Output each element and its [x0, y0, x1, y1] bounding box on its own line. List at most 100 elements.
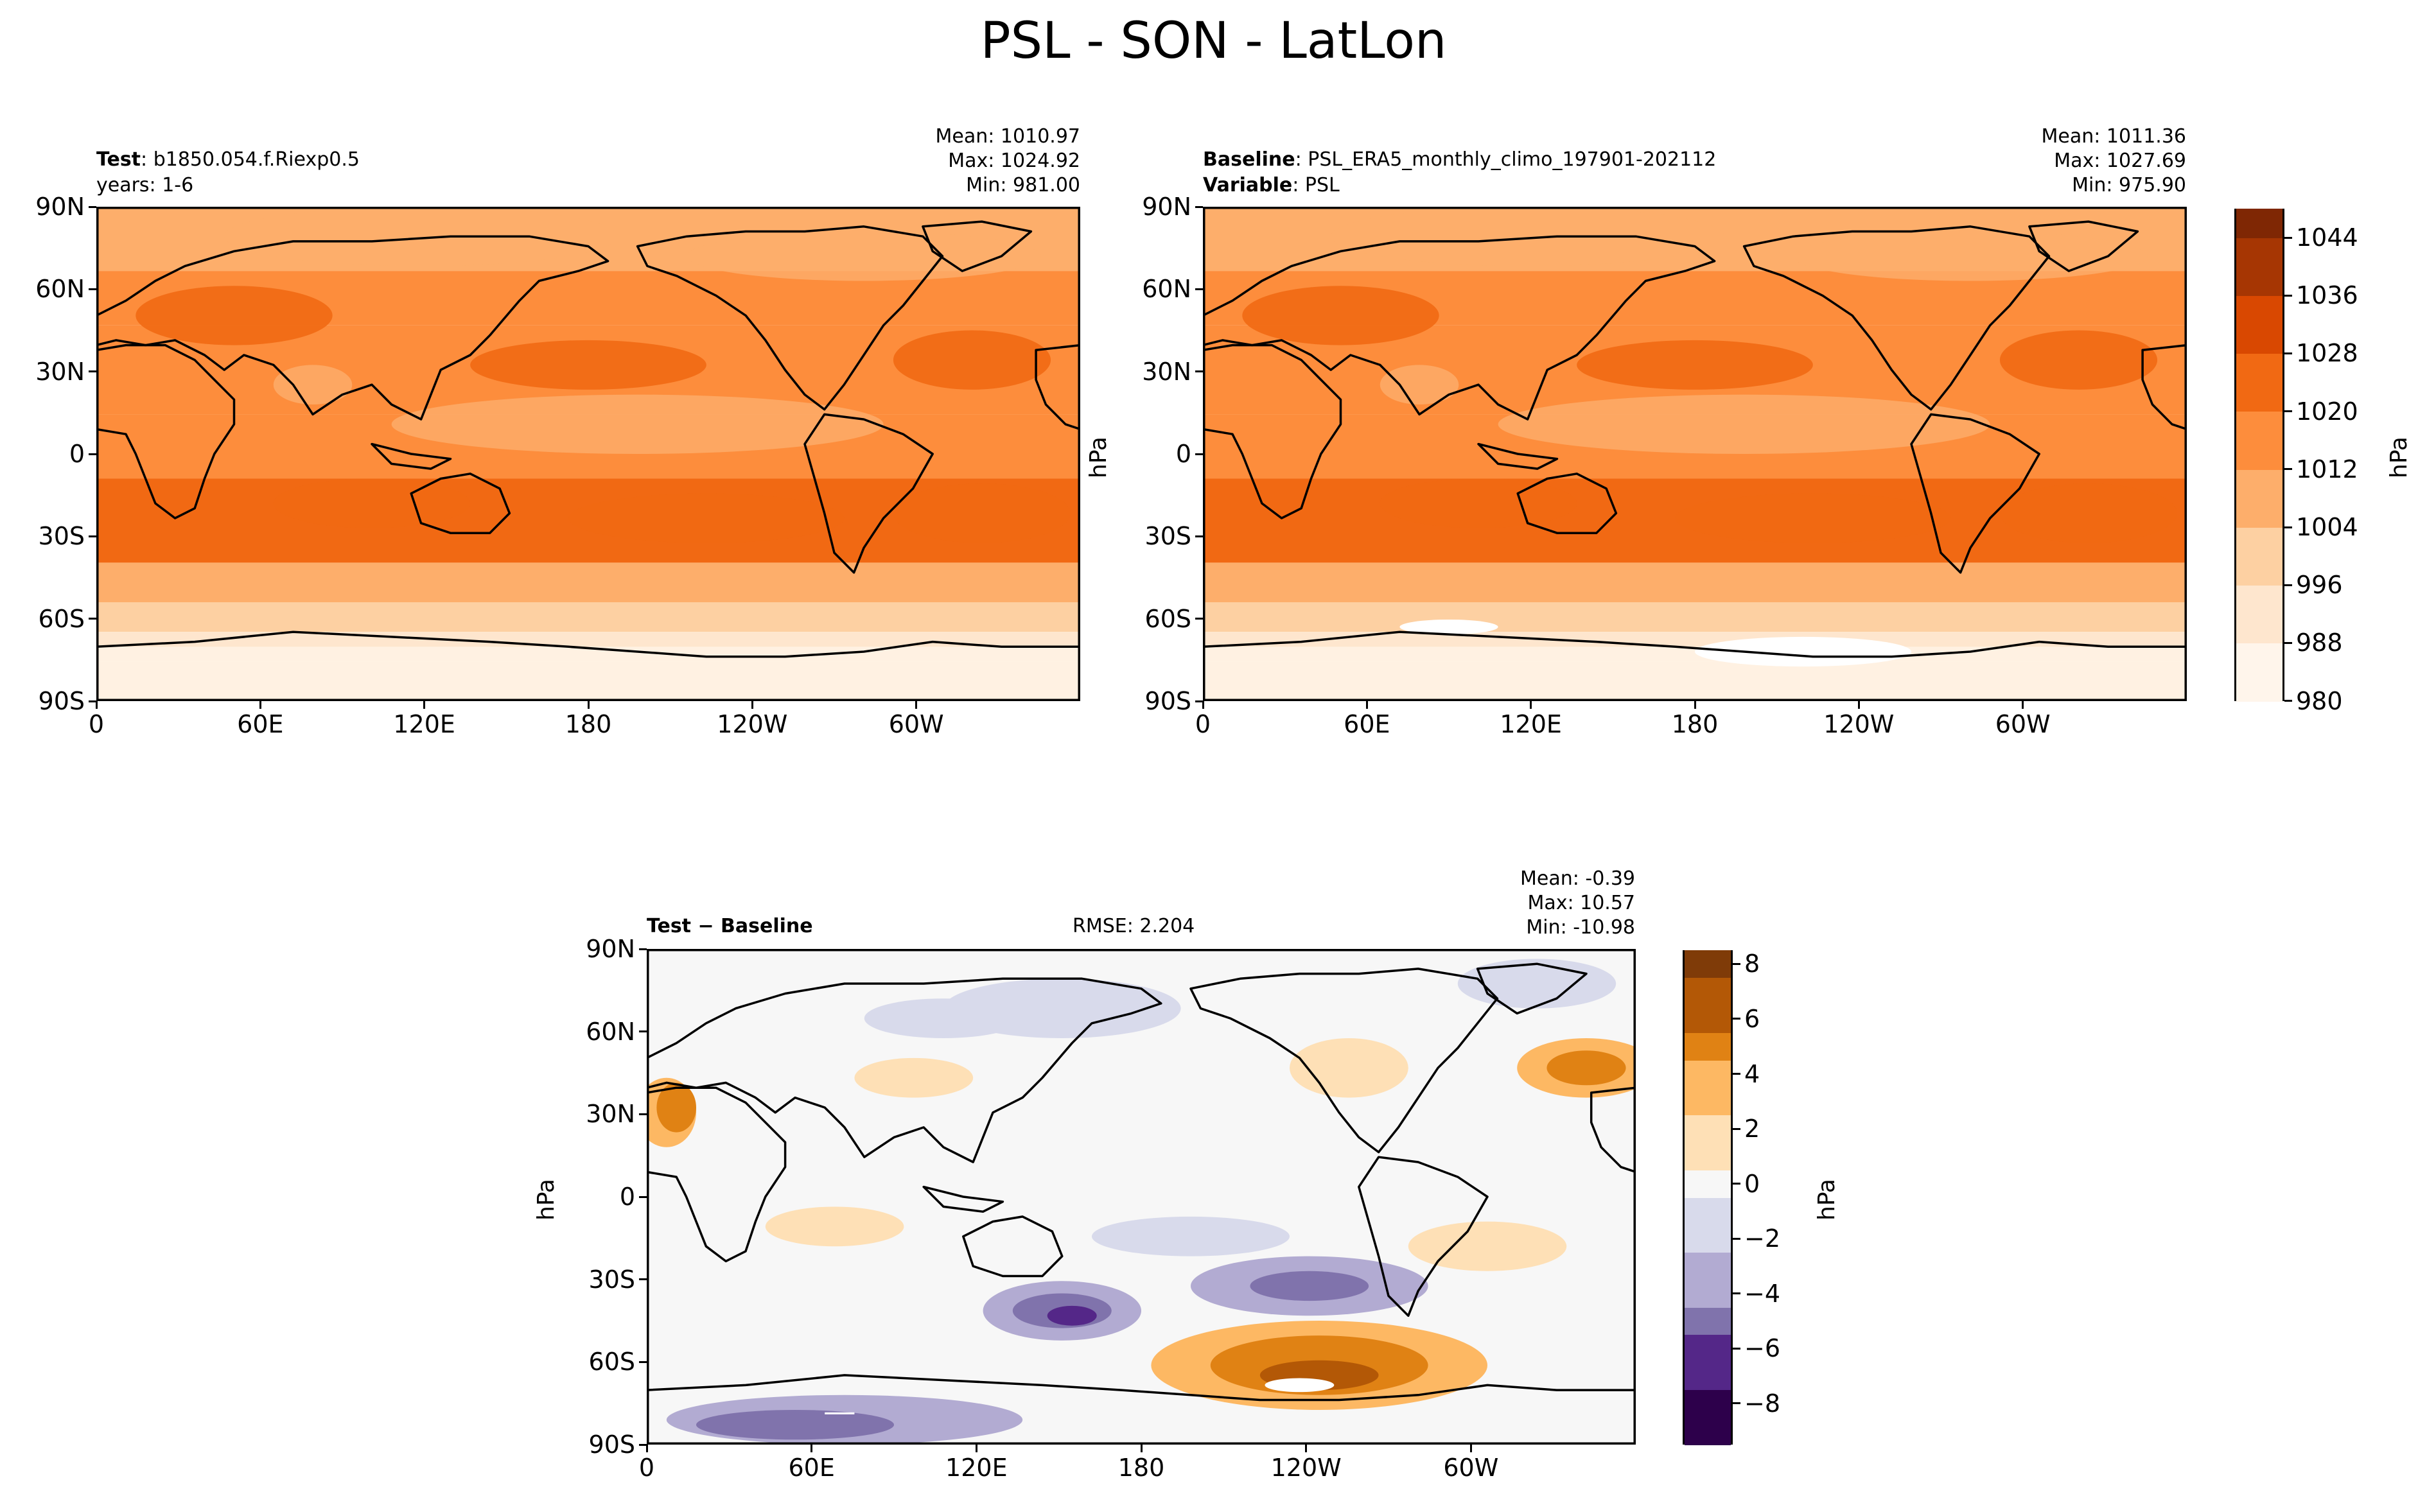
baseline-min: Min: 975.90 — [2072, 174, 2186, 196]
diff-lon-tick: 120E — [945, 1454, 1008, 1482]
abs-colorbar-tick: 1044 — [2296, 223, 2358, 252]
test-lon-tick: 60E — [237, 710, 284, 738]
diff-colorbar-segment — [1685, 1197, 1731, 1226]
tick-mark — [645, 1445, 648, 1452]
abs-colorbar-segment — [2236, 498, 2282, 528]
tick-mark — [975, 1445, 977, 1452]
tick-mark — [1530, 701, 1532, 709]
abs-colorbar-segment — [2236, 266, 2282, 296]
tick-mark — [89, 618, 96, 620]
diff-colorbar-tick: 2 — [1744, 1115, 1760, 1143]
diff-colorbar-tick: −6 — [1744, 1334, 1781, 1363]
diff-lat-tick: 60N — [586, 1017, 635, 1046]
test-map-frame — [96, 207, 1080, 701]
abs-colorbar-tick: 1004 — [2296, 513, 2358, 542]
abs-colorbar-tick-mark — [2284, 641, 2292, 644]
diff-colorbar-tick: −2 — [1744, 1224, 1781, 1253]
tick-mark — [587, 701, 590, 709]
baseline-lat-tick: 90N — [1142, 193, 1191, 221]
abs-colorbar-segment — [2236, 209, 2282, 238]
diff-lon-tick: 60W — [1443, 1454, 1499, 1482]
abs-colorbar-tick-mark — [2284, 526, 2292, 528]
abs-colorbar-segment — [2236, 353, 2282, 383]
diff-lon-tick: 0 — [638, 1454, 655, 1482]
diff-colorbar-tick-mark — [1733, 1018, 1740, 1020]
abs-colorbar-segment — [2236, 527, 2282, 557]
diff-lat-tick: 90N — [586, 935, 635, 963]
test-lat-tick: 60S — [38, 604, 85, 633]
diff-lon-tick: 180 — [1117, 1454, 1165, 1482]
abs-colorbar-segment — [2236, 643, 2282, 673]
abs-colorbar-tick-mark — [2284, 410, 2292, 413]
diff-colorbar-segment — [1685, 1362, 1731, 1391]
abs-colorbar-tick-mark — [2284, 352, 2292, 354]
baseline-lon-tick: 180 — [1671, 710, 1719, 738]
baseline-lat-tick: 0 — [1175, 440, 1191, 468]
diff-colorbar-label: hPa — [1813, 1179, 1840, 1221]
baseline-stats: Mean: 1011.36 Max: 1027.69 Min: 975.90 — [2042, 125, 2186, 198]
diff-colorbar-segment — [1685, 1334, 1731, 1363]
tick-mark — [1694, 701, 1696, 709]
baseline-lon-tick: 120E — [1500, 710, 1562, 738]
tick-mark — [89, 700, 96, 702]
test-mean: Mean: 1010.97 — [935, 125, 1080, 148]
tick-mark — [639, 1360, 647, 1363]
diff-colorbar-tick-mark — [1733, 962, 1740, 965]
baseline-map-field — [1203, 207, 2187, 701]
baseline-lon-tick: 120W — [1823, 710, 1895, 738]
baseline-map-coastlines — [1203, 220, 2187, 701]
baseline-lat-tick: 60S — [1144, 604, 1191, 633]
test-label-text: b1850.054.f.Riexp0.5 — [153, 148, 360, 171]
diff-lat-tick: 90S — [588, 1430, 635, 1459]
baseline-lat-tick: 90S — [1144, 687, 1191, 715]
tick-mark — [1195, 205, 1203, 208]
tick-mark — [1140, 1445, 1143, 1452]
test-lon-tick: 0 — [88, 710, 105, 738]
diff-colorbar-tick: 8 — [1744, 950, 1760, 978]
abs-colorbar-tick-mark — [2284, 468, 2292, 471]
test-map-coastlines — [96, 220, 1080, 701]
test-lat-tick: 0 — [69, 440, 85, 468]
diff-colorbar-segment — [1685, 1142, 1731, 1170]
tick-mark — [1195, 618, 1203, 620]
diff-lon-tick: 60E — [788, 1454, 835, 1482]
test-lon-tick: 180 — [565, 710, 612, 738]
baseline-variable-bold: Variable — [1203, 174, 1293, 196]
abs-colorbar-segment — [2236, 324, 2282, 354]
abs-colorbar-segment — [2236, 382, 2282, 412]
baseline-label: Baseline: PSL_ERA5_monthly_climo_197901-… — [1203, 148, 1717, 171]
tick-mark — [89, 453, 96, 455]
test-lat-tick: 90N — [35, 193, 85, 221]
diff-colorbar-segment — [1685, 1060, 1731, 1088]
baseline-lon-tick: 0 — [1195, 710, 1211, 738]
baseline-map — [1203, 207, 2187, 701]
tick-mark — [1195, 453, 1203, 455]
tick-mark — [1305, 1445, 1308, 1452]
diff-colorbar-tick-mark — [1733, 1183, 1740, 1185]
tick-mark — [810, 1445, 813, 1452]
diff-colorbar-tick: 6 — [1744, 1004, 1760, 1033]
diff-colorbar-segment — [1685, 1087, 1731, 1116]
tick-mark — [89, 370, 96, 373]
tick-mark — [915, 701, 918, 709]
diff-colorbar-segment — [1685, 1005, 1731, 1033]
baseline-label-bold: Baseline — [1203, 148, 1295, 171]
tick-mark — [89, 288, 96, 290]
diff-colorbar-tick: 0 — [1744, 1169, 1760, 1198]
abs-colorbar-tick-mark — [2284, 294, 2292, 297]
test-label: Test: b1850.054.f.Riexp0.5 — [96, 148, 360, 171]
tick-mark — [639, 948, 647, 950]
diff-colorbar-tick-mark — [1733, 1347, 1740, 1350]
tick-mark — [1195, 370, 1203, 373]
diff-rmse: RMSE: 2.204 — [1073, 915, 1195, 937]
diff-colorbar-segment — [1685, 1307, 1731, 1335]
diff-colorbar-tick-mark — [1733, 1292, 1740, 1295]
diff-colorbar-segment — [1685, 1115, 1731, 1143]
baseline-lon-tick: 60W — [1995, 710, 2051, 738]
diff-colorbar-tick-mark — [1733, 1127, 1740, 1130]
tick-mark — [1195, 700, 1203, 702]
tick-mark — [1469, 1445, 1472, 1452]
abs-colorbar-tick: 1012 — [2296, 455, 2358, 483]
diff-colorbar-segment — [1685, 1389, 1731, 1418]
test-lon-tick: 120E — [393, 710, 455, 738]
